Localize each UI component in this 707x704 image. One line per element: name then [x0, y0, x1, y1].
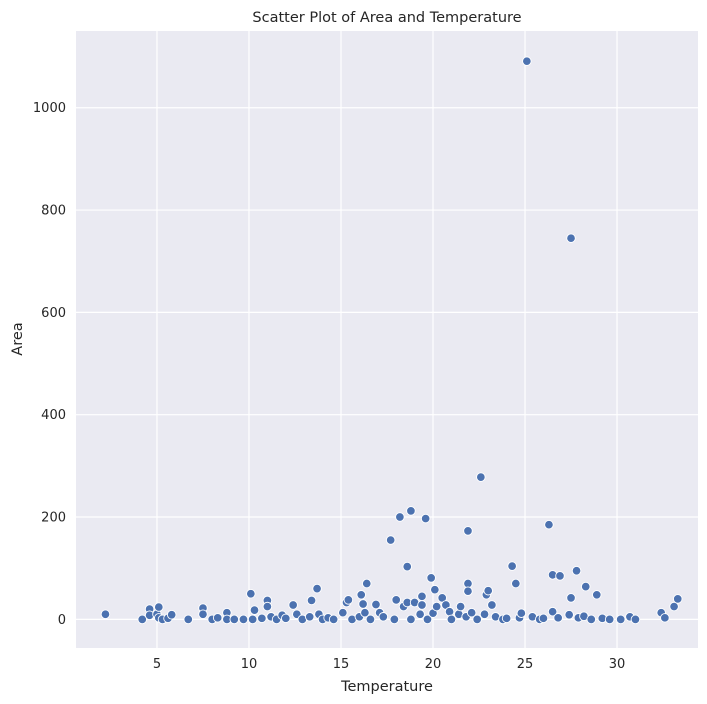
plot-area: [76, 31, 698, 648]
data-point: [444, 606, 455, 617]
x-tick-label: 10: [241, 657, 258, 672]
y-tick-label: 800: [41, 204, 66, 219]
data-point: [566, 593, 576, 603]
data-point: [328, 614, 339, 625]
x-tick-label: 15: [333, 657, 350, 672]
data-point: [555, 571, 565, 581]
data-point: [312, 583, 322, 594]
data-point: [385, 535, 396, 545]
data-point: [571, 565, 582, 576]
chart-title: Scatter Plot of Area and Temperature: [252, 10, 521, 26]
data-point: [166, 609, 177, 620]
data-point: [238, 614, 249, 625]
data-point: [507, 561, 517, 571]
y-tick-label: 200: [41, 511, 66, 526]
data-point: [463, 526, 473, 536]
data-point: [338, 607, 348, 618]
data-point: [343, 595, 354, 605]
data-point: [483, 585, 493, 596]
data-point: [553, 613, 563, 623]
data-point: [249, 605, 260, 615]
data-point: [415, 609, 425, 619]
y-tick-label: 400: [41, 408, 66, 423]
data-point: [566, 233, 576, 243]
data-point: [487, 600, 497, 610]
data-point: [356, 590, 366, 600]
data-point: [246, 589, 256, 599]
data-point: [422, 614, 433, 625]
data-point: [430, 584, 440, 595]
data-point: [395, 512, 405, 522]
data-point: [212, 613, 223, 623]
data-point: [479, 609, 490, 619]
data-point: [378, 612, 389, 622]
data-point: [476, 472, 486, 482]
data-point: [538, 613, 549, 624]
data-point: [360, 607, 370, 618]
data-point: [426, 573, 436, 583]
y-tick-label: 1000: [33, 101, 66, 116]
data-point: [281, 613, 291, 624]
data-point: [544, 519, 554, 530]
data-point: [455, 601, 466, 612]
data-point: [522, 56, 532, 66]
data-point: [362, 578, 372, 589]
data-point: [604, 614, 615, 625]
y-tick-label: 600: [41, 306, 66, 321]
data-point: [304, 612, 315, 622]
data-point: [257, 613, 267, 624]
data-point: [446, 614, 457, 625]
data-point: [402, 561, 412, 572]
grid-lines: [76, 31, 698, 648]
x-tick-label: 20: [425, 657, 442, 672]
data-point: [564, 609, 574, 620]
data-point: [306, 595, 317, 606]
data-point: [137, 614, 147, 625]
data-point: [586, 614, 597, 625]
data-point: [660, 613, 670, 623]
tick-labels: 5 10 15 20 25 30 0 200 400 600 800 1000: [33, 101, 625, 672]
data-point: [431, 601, 442, 612]
data-point: [417, 600, 427, 610]
data-point: [669, 601, 679, 612]
data-point: [389, 614, 400, 625]
data-point: [580, 581, 591, 592]
data-point: [472, 614, 482, 625]
data-point: [100, 609, 111, 619]
data-point: [183, 614, 194, 625]
data-point: [406, 614, 416, 625]
data-point: [288, 600, 298, 610]
data-point: [673, 594, 683, 604]
data-point: [501, 613, 512, 624]
data-point: [229, 614, 240, 625]
data-points: [100, 56, 683, 625]
data-point: [371, 599, 381, 610]
data-point: [406, 506, 416, 516]
data-point: [516, 608, 527, 618]
data-point: [365, 614, 376, 625]
y-axis-label: Area: [10, 322, 26, 355]
data-point: [198, 609, 208, 619]
data-point: [547, 606, 558, 617]
data-point: [391, 595, 401, 605]
data-point: [463, 586, 473, 596]
data-point: [466, 607, 477, 618]
data-point: [358, 599, 368, 609]
y-tick-label: 0: [58, 613, 66, 628]
data-point: [247, 614, 258, 625]
data-point: [420, 513, 431, 524]
x-tick-label: 25: [517, 657, 534, 672]
data-point: [511, 578, 521, 589]
data-point: [417, 591, 427, 602]
data-point: [154, 602, 164, 612]
data-point: [615, 614, 626, 625]
x-axis-label: Temperature: [340, 679, 433, 695]
data-point: [592, 590, 602, 600]
data-point: [630, 614, 641, 625]
x-tick-label: 5: [153, 657, 161, 672]
x-tick-label: 30: [609, 657, 626, 672]
data-point: [262, 601, 273, 612]
